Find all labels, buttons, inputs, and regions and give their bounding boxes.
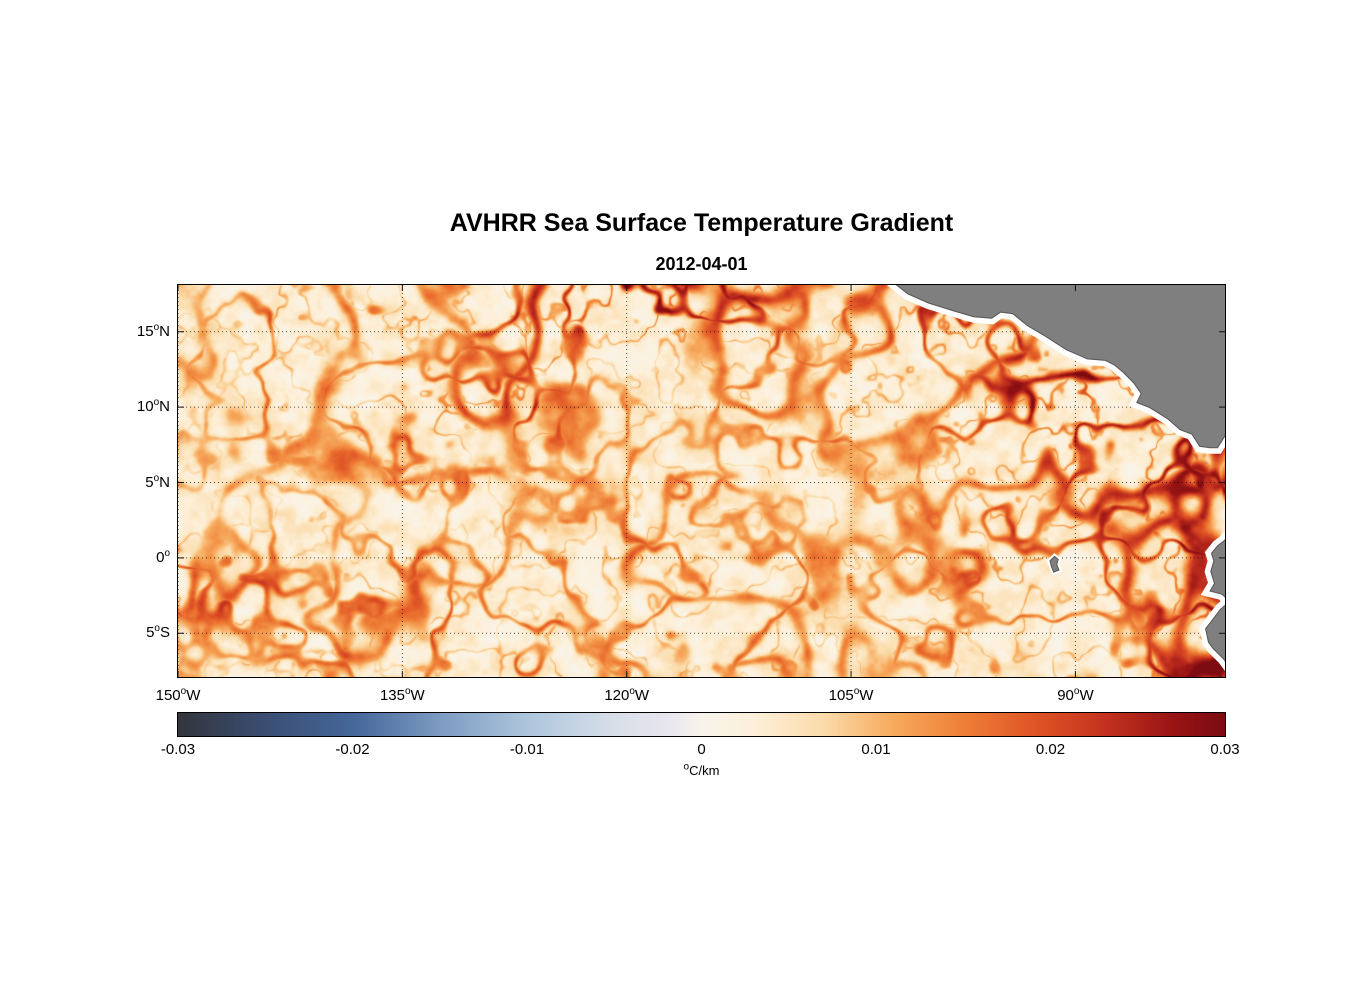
y-tick-label: 5oN [145, 472, 170, 491]
colorbar-tick-label: 0 [697, 741, 706, 758]
land-south-america-coastline [1205, 539, 1225, 662]
map-plot-area [177, 284, 1226, 678]
chart-date-subtitle: 2012-04-01 [655, 254, 748, 274]
colorbar-tick-label: 0.02 [1035, 741, 1066, 758]
degree-symbol: o [683, 761, 690, 773]
colorbar-tick-label: 0.03 [1210, 741, 1240, 758]
land-central-america-coastline [895, 285, 1225, 449]
map-overlay-svg [178, 285, 1225, 677]
unit-text: C/km [689, 763, 720, 778]
colorbar-tick-label: -0.01 [509, 741, 545, 758]
colorbar-unit-label: oC/km [177, 761, 1226, 778]
x-tick-label: 105oW [828, 686, 874, 705]
x-tick-label: 120oW [604, 686, 650, 705]
y-tick-label: 0o [156, 547, 170, 566]
land-south-america [1199, 531, 1225, 671]
land-central-america [886, 285, 1225, 454]
colorbar [177, 712, 1226, 737]
colorbar-tick-label: 0.01 [861, 741, 891, 758]
colorbar-canvas [178, 713, 1225, 736]
y-tick-label: 10oN [136, 397, 170, 416]
x-tick-label: 90oW [1057, 686, 1094, 705]
sst-gradient-heatmap-canvas [178, 285, 1225, 677]
x-tick-label: 135oW [379, 686, 425, 705]
y-tick-label: 15oN [136, 321, 170, 340]
chart-title: AVHRR Sea Surface Temperature Gradient [449, 209, 954, 237]
colorbar-tick-label: -0.02 [335, 741, 370, 758]
colorbar-tick-label: -0.03 [160, 741, 196, 758]
x-tick-label: 150oW [155, 686, 201, 705]
land-galapagos-coastline [1049, 555, 1060, 573]
y-tick-label: 5oS [146, 623, 170, 642]
